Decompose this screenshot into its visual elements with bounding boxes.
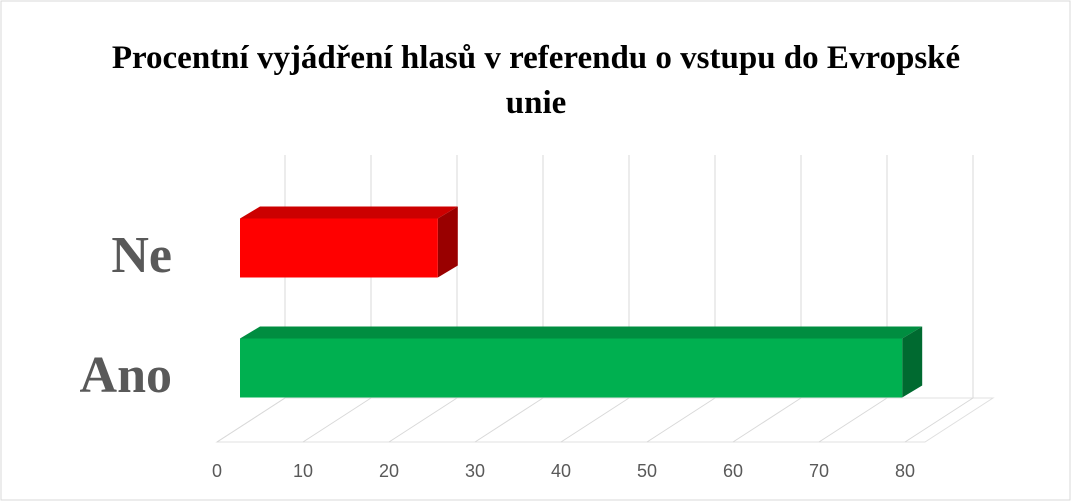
x-tick-label: 50 xyxy=(637,461,657,481)
y-tick-label: Ne xyxy=(111,227,172,284)
grid-line xyxy=(216,397,286,443)
x-tick-label: 20 xyxy=(379,461,399,481)
x-tick-label: 30 xyxy=(465,461,485,481)
bar-side xyxy=(437,206,458,278)
bar xyxy=(240,338,903,398)
x-tick-label: 70 xyxy=(809,461,829,481)
x-tick-label: 80 xyxy=(895,461,915,481)
x-tick-label: 10 xyxy=(293,461,313,481)
bar-top xyxy=(240,206,458,219)
x-tick-label: 40 xyxy=(551,461,571,481)
grid-line xyxy=(732,397,802,443)
grid-line xyxy=(302,397,372,443)
grid-line xyxy=(904,397,974,443)
bar-top xyxy=(240,326,923,339)
bar-side xyxy=(902,326,923,398)
grid-line xyxy=(560,397,630,443)
grid-line xyxy=(388,397,458,443)
grid-line xyxy=(474,397,544,443)
x-tick-label: 60 xyxy=(723,461,743,481)
grid-line xyxy=(818,397,888,443)
y-tick-label: Ano xyxy=(80,347,172,404)
bar xyxy=(240,218,438,278)
grid-line xyxy=(646,397,716,443)
chart-title: Procentní vyjádření hlasů v referendu o … xyxy=(111,40,961,121)
x-tick-label: 0 xyxy=(212,461,222,481)
